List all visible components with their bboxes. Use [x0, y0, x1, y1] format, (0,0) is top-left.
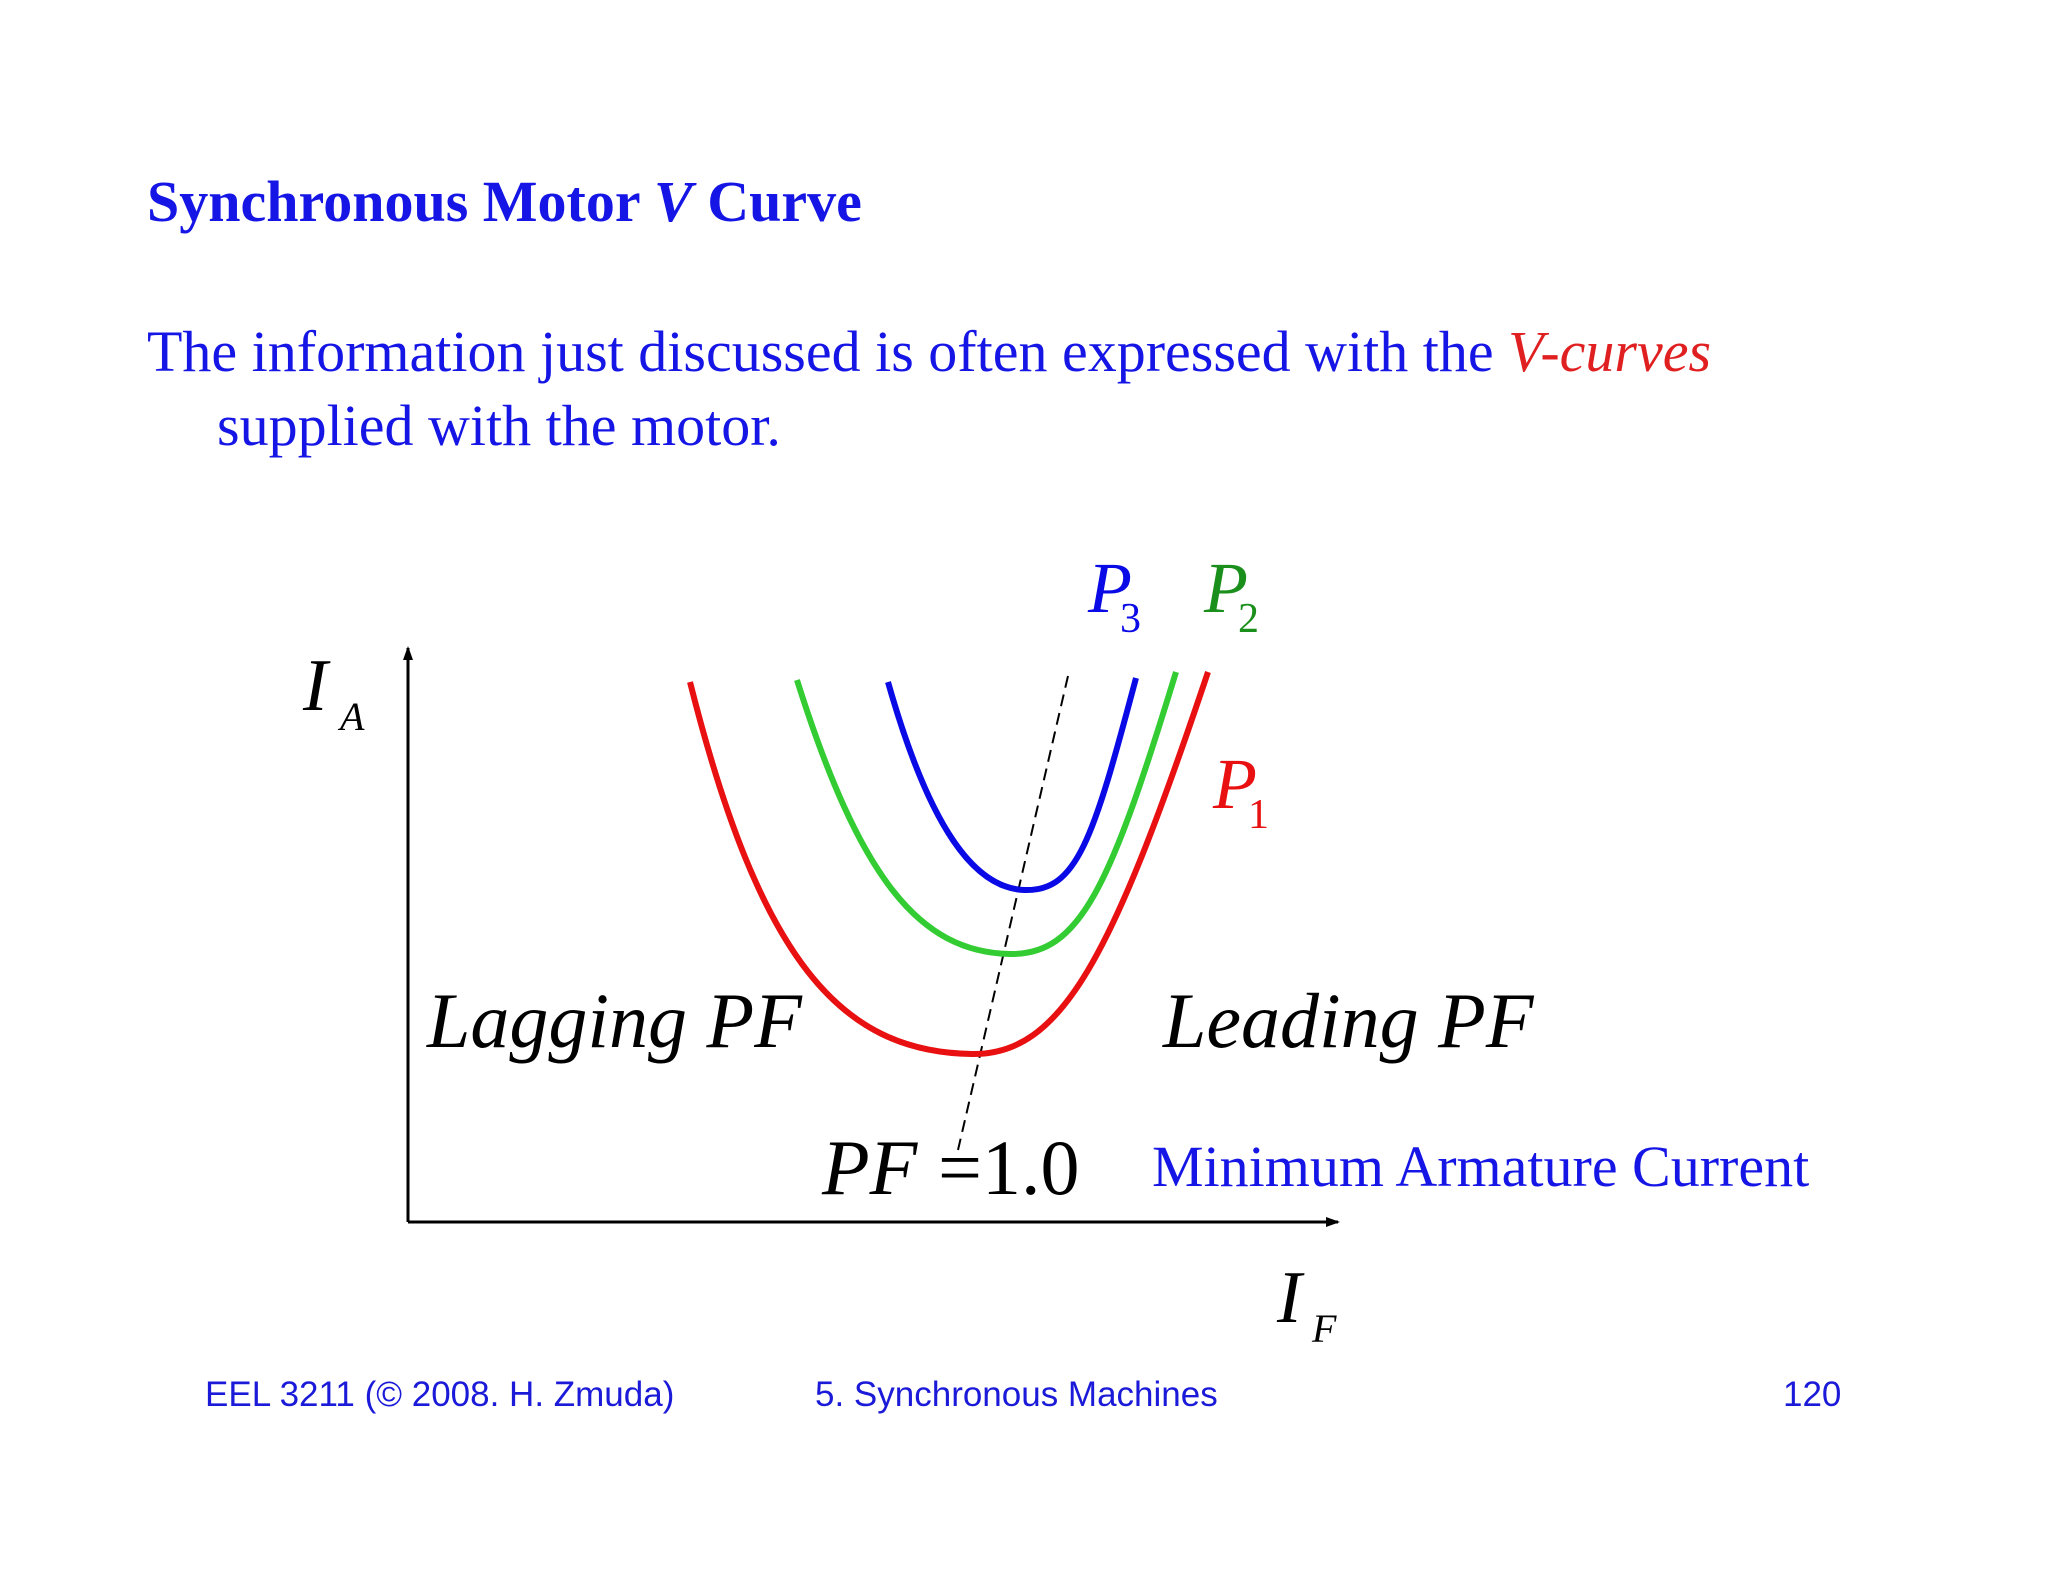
footer-course: EEL 3211 (© 2008. H. Zmuda)	[205, 1375, 675, 1414]
body-paragraph: The information just discussed is often …	[147, 315, 1711, 463]
pf-value: =1.0	[938, 1124, 1080, 1211]
min-current-label: Minimum Armature Current	[1152, 1134, 1809, 1199]
lagging-pf-label: Lagging PF	[426, 977, 803, 1064]
curve-p2	[794, 671, 1179, 958]
v-curves-highlight: V-curves	[1508, 319, 1712, 384]
curve-p2-label: P	[1203, 548, 1248, 628]
slide-title: Synchronous Motor V Curve	[147, 168, 862, 235]
leading-pf-label: Leading PF	[1162, 977, 1535, 1064]
y-axis-subscript: A	[337, 694, 365, 739]
curve-p1	[687, 671, 1211, 1058]
x-axis-label: I	[1276, 1257, 1305, 1339]
title-part-1: Synchronous Motor	[147, 169, 655, 234]
curve-p2-subscript: 2	[1238, 596, 1259, 642]
curve-p3	[885, 677, 1139, 894]
curve-p1-label: P	[1212, 744, 1257, 824]
curve-p3-subscript: 3	[1120, 596, 1141, 642]
footer-chapter: 5. Synchronous Machines	[815, 1375, 1218, 1414]
y-axis-label: I	[302, 645, 331, 727]
body-text-after: supplied with the motor.	[217, 393, 781, 458]
unity-pf-dashed-line	[957, 675, 1069, 1151]
curve-p1-subscript: 1	[1248, 792, 1269, 838]
footer-page-number: 120	[1783, 1375, 1842, 1414]
title-part-3: Curve	[692, 169, 862, 234]
body-text-before: The information just discussed is often …	[147, 319, 1509, 384]
title-part-2: V	[654, 169, 693, 234]
pf-label: PF	[821, 1124, 919, 1211]
x-axis-subscript: F	[1311, 1306, 1337, 1351]
curve-p3-label: P	[1087, 548, 1132, 628]
